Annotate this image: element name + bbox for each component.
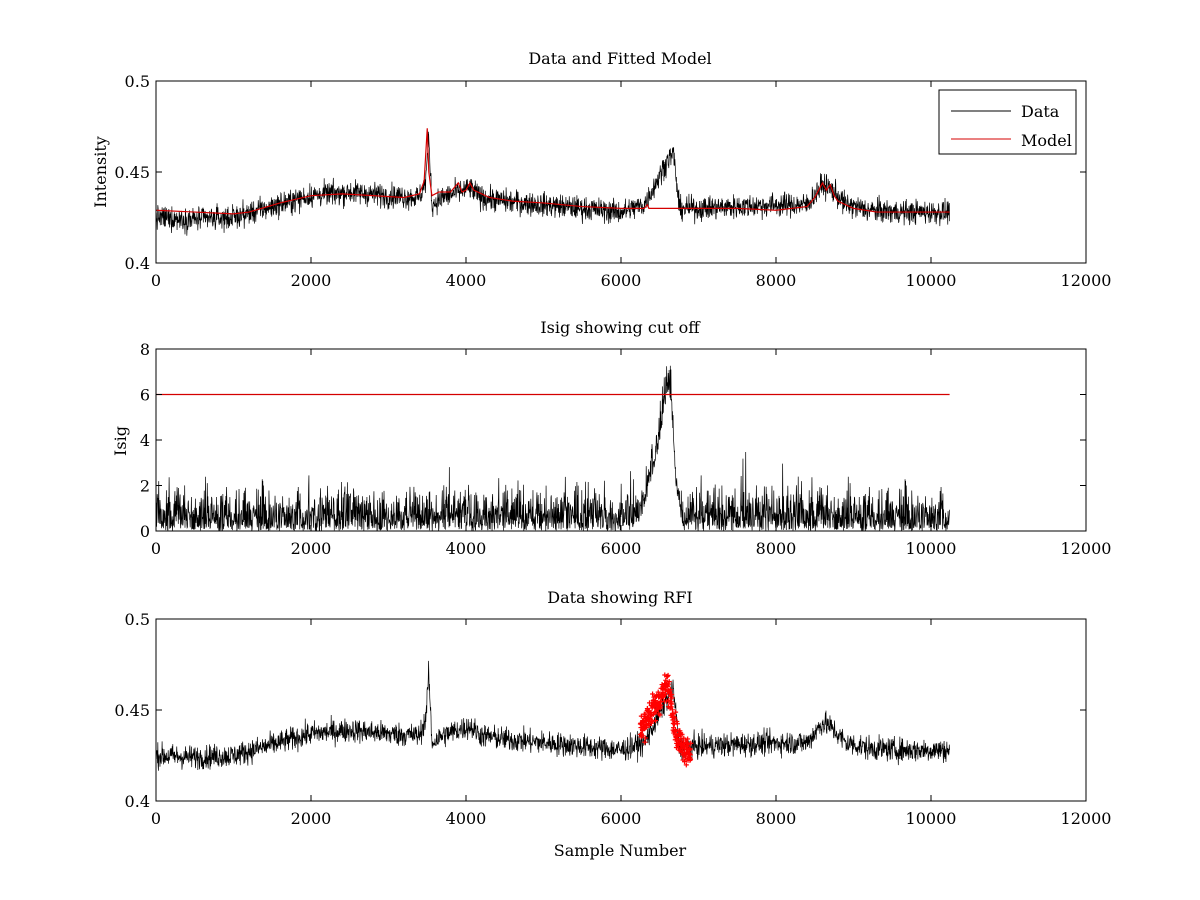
rfi-point-marker bbox=[644, 724, 650, 730]
y-tick-label: 0.45 bbox=[114, 701, 150, 720]
rfi-point-marker bbox=[687, 752, 693, 758]
rfi-point-marker bbox=[662, 691, 668, 697]
x-tick-label: 2000 bbox=[291, 271, 332, 290]
subplot-2-title: Isig showing cut off bbox=[540, 318, 701, 337]
subplot-1-legend: Data Model bbox=[938, 89, 1077, 155]
x-tick-label: 6000 bbox=[601, 809, 642, 828]
x-tick-label: 6000 bbox=[601, 271, 642, 290]
legend-box bbox=[938, 89, 1077, 155]
subplot-3-ticks: 0 2000 4000 6000 8000 10000 12000 0.4 0.45 0.5 bbox=[114, 610, 1111, 828]
y-tick-label: 0.5 bbox=[125, 610, 150, 629]
subplot-3-axes-frame bbox=[155, 618, 1087, 802]
rfi-point-marker bbox=[682, 759, 688, 765]
x-tick-label: 10000 bbox=[906, 271, 957, 290]
x-tick-label: 0 bbox=[151, 271, 161, 290]
rfi-point-marker bbox=[688, 740, 694, 746]
subplot-1-ticks: 0 2000 4000 6000 8000 10000 12000 0.4 0.45 0.5 bbox=[114, 72, 1111, 290]
y-tick-label: 0.4 bbox=[125, 792, 150, 811]
y-tick-label: 2 bbox=[140, 477, 150, 496]
x-tick-label: 2000 bbox=[291, 539, 332, 558]
model-series bbox=[155, 128, 950, 215]
subplot-data-and-fitted-model: Data and Fitted Model Intensity 0 2000 400… bbox=[91, 49, 1111, 290]
rfi-point-marker bbox=[650, 691, 656, 697]
rfi-point-marker bbox=[646, 700, 652, 706]
subplot-2-ticks: 0 2000 4000 6000 8000 10000 12000 0 2 4 6 8 bbox=[140, 340, 1112, 558]
y-tick-label: 0.4 bbox=[125, 254, 150, 273]
rfi-point-marker bbox=[650, 718, 656, 724]
rfi-point-marker bbox=[639, 732, 645, 738]
rfi-point-marker bbox=[665, 672, 671, 678]
rfi-point-marker bbox=[658, 702, 664, 708]
rfi-flagged-points bbox=[637, 672, 694, 768]
x-tick-label: 8000 bbox=[756, 271, 797, 290]
rfi-point-marker bbox=[670, 711, 676, 717]
x-tick-label: 2000 bbox=[291, 809, 332, 828]
x-tick-label: 12000 bbox=[1061, 271, 1112, 290]
x-tick-label: 10000 bbox=[906, 539, 957, 558]
legend-model-label: Model bbox=[1021, 131, 1072, 150]
rfi-point-marker bbox=[685, 736, 691, 742]
rfi-point-marker bbox=[672, 715, 678, 721]
subplot-2-ylabel: Isig bbox=[111, 426, 130, 456]
y-tick-label: 0.45 bbox=[114, 163, 150, 182]
rfi-point-marker bbox=[667, 687, 673, 693]
subplot-1-title: Data and Fitted Model bbox=[528, 49, 711, 68]
subplot-2-data-layer bbox=[155, 365, 950, 532]
rfi-point-marker bbox=[657, 712, 663, 718]
rfi-point-marker bbox=[655, 689, 661, 695]
rfi-point-marker bbox=[666, 679, 672, 685]
rfi-point-marker bbox=[642, 739, 648, 745]
data-series bbox=[155, 131, 950, 236]
x-tick-label: 0 bbox=[151, 809, 161, 828]
rfi-point-marker bbox=[679, 731, 685, 737]
subplot-3-xlabel: Sample Number bbox=[554, 841, 687, 860]
subplot-data-showing-rfi: Data showing RFI 0 2000 4000 6000 8000 10000 1… bbox=[114, 588, 1111, 860]
rfi-point-marker bbox=[665, 681, 671, 687]
x-tick-label: 8000 bbox=[756, 539, 797, 558]
x-tick-label: 4000 bbox=[446, 271, 487, 290]
x-tick-label: 4000 bbox=[446, 539, 487, 558]
x-tick-label: 12000 bbox=[1061, 809, 1112, 828]
rfi-point-marker bbox=[687, 746, 693, 752]
series-1 bbox=[155, 365, 950, 532]
subplot-1-ylabel: Intensity bbox=[91, 136, 110, 208]
y-tick-label: 4 bbox=[140, 431, 150, 450]
rfi-point-marker bbox=[673, 709, 679, 715]
rfi-point-marker bbox=[669, 701, 675, 707]
y-tick-label: 0.5 bbox=[125, 72, 150, 91]
y-tick-label: 6 bbox=[140, 386, 150, 405]
x-tick-label: 12000 bbox=[1061, 539, 1112, 558]
y-tick-label: 0 bbox=[140, 522, 150, 541]
x-tick-label: 10000 bbox=[906, 809, 957, 828]
series-1 bbox=[155, 660, 950, 771]
rfi-point-marker bbox=[652, 718, 658, 724]
x-tick-label: 6000 bbox=[601, 539, 642, 558]
subplot-3-title: Data showing RFI bbox=[547, 588, 692, 607]
x-tick-label: 0 bbox=[151, 539, 161, 558]
x-tick-label: 4000 bbox=[446, 809, 487, 828]
subplot-1-data-layer bbox=[155, 128, 950, 236]
legend-data-label: Data bbox=[1021, 102, 1060, 121]
subplot-3-data-layer bbox=[155, 660, 950, 771]
x-tick-label: 8000 bbox=[756, 809, 797, 828]
rfi-point-marker bbox=[674, 721, 680, 727]
rfi-point-marker bbox=[683, 762, 689, 768]
rfi-point-marker bbox=[642, 735, 648, 741]
rfi-point-marker bbox=[669, 695, 675, 701]
y-tick-label: 8 bbox=[140, 340, 150, 359]
rfi-point-marker bbox=[688, 756, 694, 762]
subplot-isig-showing-cut-off: Isig showing cut off Isig 0 2000 4000 6000 8… bbox=[111, 318, 1111, 558]
